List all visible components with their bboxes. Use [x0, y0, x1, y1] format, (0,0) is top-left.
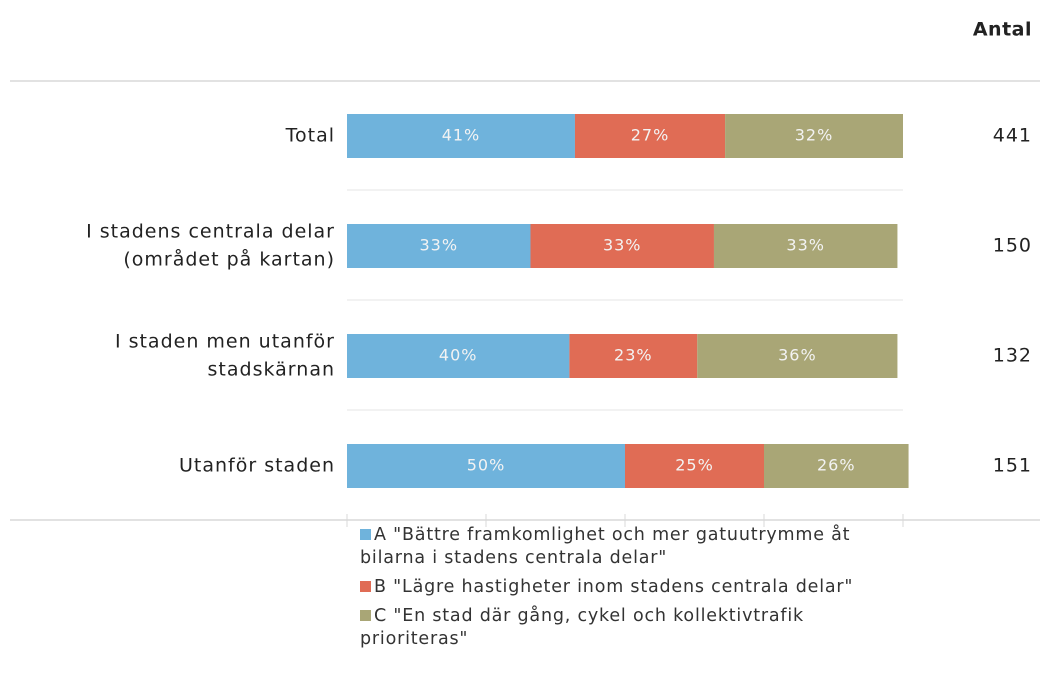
- legend-label: B "Lägre hastigheter inom stadens centra…: [374, 577, 854, 597]
- value-label: 33%: [786, 236, 825, 255]
- count-label: 132: [993, 345, 1032, 367]
- legend-item: B "Lägre hastigheter inom stadens centra…: [360, 576, 910, 599]
- value-label: 33%: [419, 236, 458, 255]
- value-label: 33%: [603, 236, 642, 255]
- category-label: I staden men utanför: [115, 331, 335, 353]
- bar-segment: [530, 224, 714, 268]
- value-label: 50%: [467, 456, 506, 475]
- value-label: 27%: [631, 126, 670, 145]
- value-label: 36%: [778, 346, 817, 365]
- bar-segment: [764, 444, 909, 488]
- legend-swatch: [360, 529, 371, 540]
- count-header: Antal: [973, 19, 1032, 41]
- bar-segment: [569, 334, 698, 378]
- category-label: Total: [285, 125, 335, 147]
- value-label: 23%: [614, 346, 653, 365]
- legend-item: C "En stad där gång, cykel och kollektiv…: [360, 605, 910, 651]
- legend-item: A "Bättre framkomlighet och mer gatuutry…: [360, 524, 910, 570]
- bar-segment: [347, 224, 531, 268]
- legend-swatch: [360, 581, 371, 592]
- bar-segment: [697, 334, 898, 378]
- legend-label: A "Bättre framkomlighet och mer gatuutry…: [360, 525, 851, 568]
- count-label: 150: [993, 235, 1032, 257]
- category-label: (området på kartan): [123, 248, 335, 271]
- legend-label: C "En stad där gång, cykel och kollektiv…: [360, 606, 804, 649]
- count-label: 151: [993, 455, 1032, 477]
- category-label: Utanför staden: [179, 455, 335, 477]
- bar-segment: [725, 114, 903, 158]
- bar-segment: [347, 334, 570, 378]
- legend-swatch: [360, 610, 371, 621]
- value-label: 26%: [817, 456, 856, 475]
- bar-segment: [347, 114, 575, 158]
- bar-segment: [574, 114, 726, 158]
- value-label: 41%: [442, 126, 481, 145]
- bar-segment: [625, 444, 764, 488]
- value-label: 25%: [675, 456, 714, 475]
- category-label: stadskärnan: [208, 359, 335, 381]
- bar-segment: [347, 444, 625, 488]
- category-label: I stadens centrala delar: [86, 221, 335, 243]
- legend: A "Bättre framkomlighet och mer gatuutry…: [360, 524, 910, 657]
- value-label: 32%: [795, 126, 834, 145]
- bar-segment: [713, 224, 898, 268]
- value-label: 40%: [439, 346, 478, 365]
- count-label: 441: [993, 125, 1032, 147]
